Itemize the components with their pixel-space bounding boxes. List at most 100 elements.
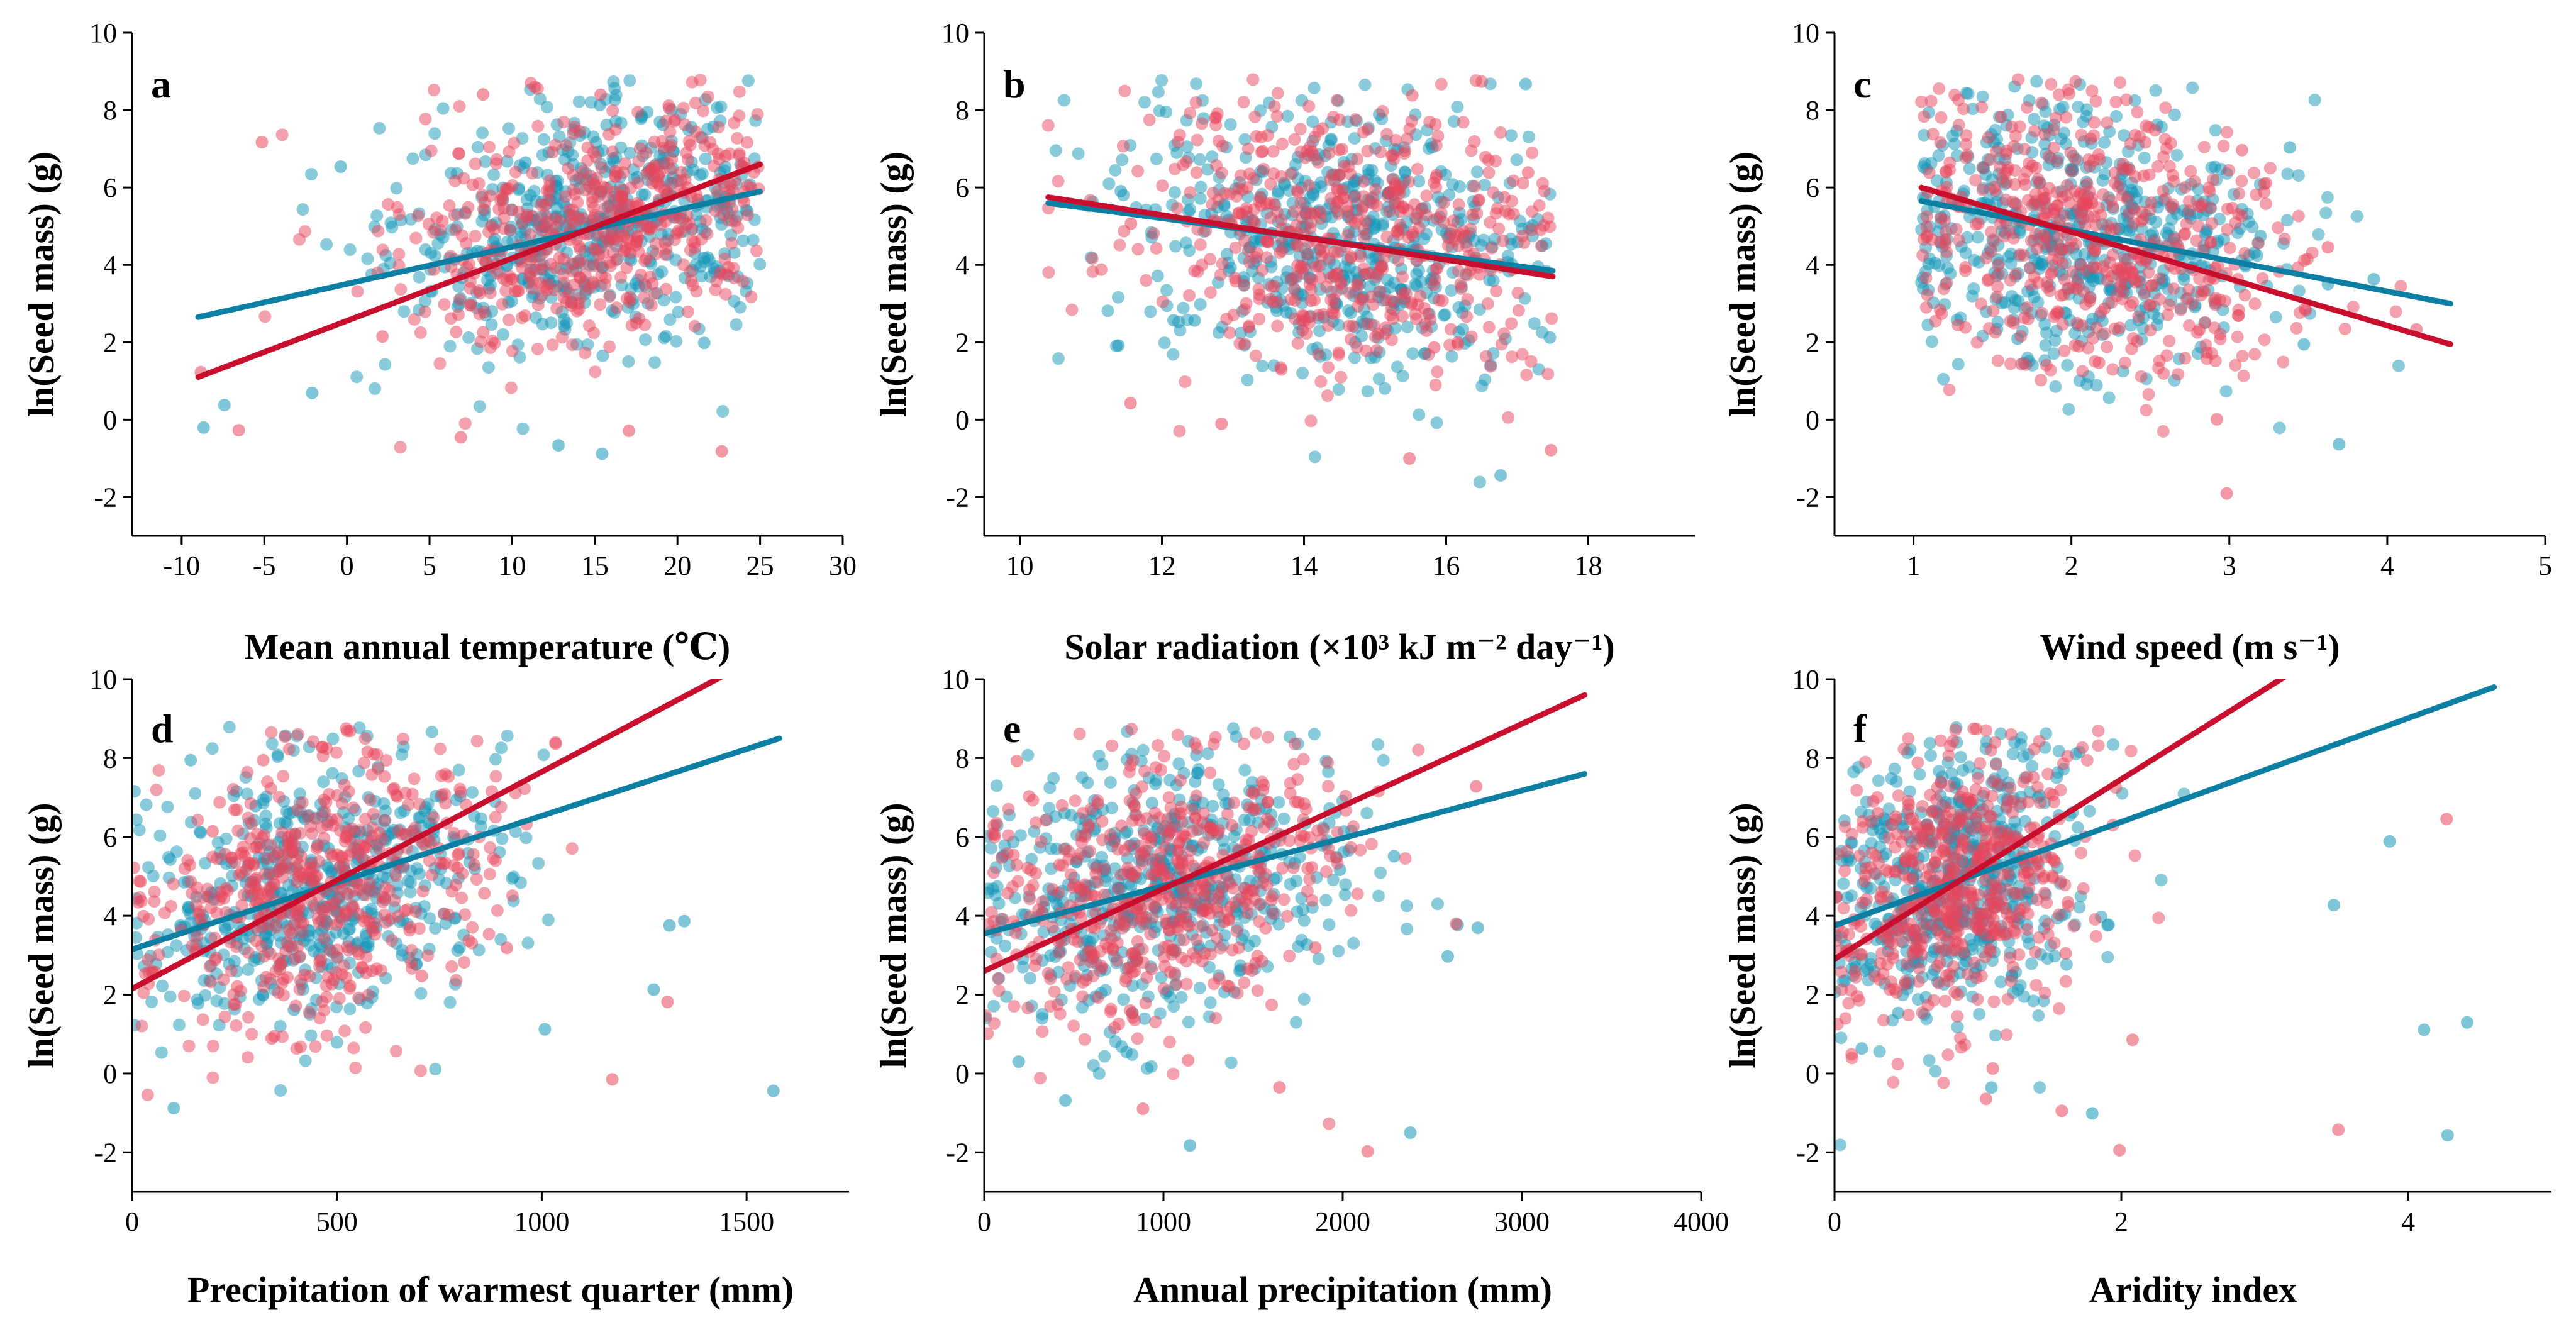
data-point-blue — [206, 742, 219, 755]
data-point-blue — [343, 243, 357, 256]
data-point-red — [619, 157, 631, 170]
data-point-red — [1303, 316, 1316, 329]
data-point-blue — [1348, 132, 1361, 145]
data-point-blue — [1167, 348, 1180, 361]
x-tick-label: 5 — [423, 550, 436, 581]
data-point-red — [599, 271, 612, 284]
data-point-red — [1271, 319, 1284, 333]
data-point-red — [1341, 228, 1355, 242]
data-point-red — [2238, 247, 2251, 260]
data-point-red — [1275, 213, 1288, 226]
data-point-red — [1969, 218, 1982, 231]
data-point-blue — [379, 358, 392, 371]
x-tick-label: -10 — [164, 550, 201, 581]
data-point-blue — [1126, 1048, 1139, 1061]
data-point-blue — [1937, 372, 1950, 386]
data-point-blue — [482, 361, 495, 374]
data-point-red — [464, 275, 477, 288]
data-point-red — [286, 845, 299, 858]
y-tick-label: 2 — [103, 980, 117, 1011]
data-point-red — [320, 742, 333, 755]
data-point-blue — [132, 931, 142, 944]
data-point-red — [1411, 162, 1424, 175]
data-point-red — [415, 969, 428, 982]
data-point-red — [437, 907, 450, 920]
data-point-blue — [1204, 996, 1217, 1009]
data-point-red — [457, 172, 470, 185]
data-point-blue — [242, 963, 255, 976]
data-point-red — [1376, 104, 1389, 118]
data-point-red — [1156, 179, 1169, 192]
data-point-red — [1992, 268, 2005, 281]
data-point-blue — [462, 331, 475, 344]
data-point-red — [2007, 231, 2020, 245]
data-point-red — [531, 298, 545, 311]
data-point-red — [1329, 201, 1341, 214]
data-point-red — [1312, 260, 1325, 273]
data-point-red — [1408, 198, 1421, 211]
data-point-blue — [326, 732, 340, 745]
data-point-red — [1475, 75, 1489, 88]
data-point-blue — [485, 318, 498, 331]
data-point-red — [184, 858, 197, 872]
data-point-red — [1381, 189, 1394, 203]
data-point-blue — [1409, 277, 1422, 291]
data-point-red — [1420, 189, 1433, 203]
data-point-red — [2256, 272, 2269, 285]
data-point-blue — [2110, 110, 2123, 123]
data-point-red — [347, 1041, 360, 1055]
data-point-blue — [2061, 358, 2074, 372]
data-point-red — [203, 891, 216, 904]
data-point-red — [389, 869, 402, 882]
data-point-red — [1306, 894, 1319, 907]
data-point-blue — [296, 203, 309, 216]
data-point-red — [2238, 289, 2251, 302]
data-point-red — [323, 944, 336, 957]
data-point-blue — [593, 98, 606, 111]
data-point-blue — [2062, 403, 2075, 416]
data-point-blue — [519, 831, 533, 845]
data-point-blue — [2149, 84, 2162, 97]
data-point-red — [1156, 295, 1169, 308]
data-point-blue — [1306, 115, 1319, 128]
x-tick-label: 0 — [125, 1206, 139, 1237]
data-point-red — [305, 827, 318, 840]
data-point-red — [1354, 250, 1367, 263]
data-point-red — [1255, 264, 1269, 277]
data-point-red — [553, 251, 566, 264]
data-point-red — [1348, 216, 1362, 230]
data-point-red — [1294, 145, 1307, 158]
data-point-red — [2235, 143, 2248, 157]
data-point-red — [519, 309, 531, 322]
data-point-blue — [639, 333, 652, 346]
data-point-blue — [172, 1018, 186, 1031]
data-point-red — [2182, 204, 2196, 218]
data-point-blue — [2392, 359, 2405, 372]
data-point-red — [1234, 169, 1247, 182]
data-point-red — [1374, 145, 1387, 158]
data-point-red — [376, 243, 389, 257]
data-point-blue — [730, 318, 743, 331]
data-point-red — [291, 728, 304, 741]
data-point-red — [2209, 298, 2222, 311]
data-point-red — [352, 991, 365, 1004]
data-point-red — [2182, 283, 2196, 296]
data-point-red — [1125, 723, 1138, 736]
data-point-blue — [1242, 939, 1255, 952]
data-point-red — [1940, 276, 1953, 289]
data-point-blue — [197, 421, 210, 434]
data-point-blue — [155, 1046, 168, 1059]
data-point-red — [1394, 205, 1406, 218]
data-point-red — [550, 302, 564, 315]
data-point-red — [376, 330, 389, 343]
fit-line-blue — [1918, 198, 2453, 307]
data-point-red — [531, 342, 544, 355]
data-point-blue — [1522, 130, 1535, 143]
data-point-red — [587, 259, 600, 272]
data-point-blue — [1925, 335, 1938, 348]
data-point-red — [506, 889, 519, 902]
data-point-red — [1172, 135, 1185, 148]
data-point-red — [1383, 204, 1396, 218]
data-point-red — [2148, 124, 2162, 137]
